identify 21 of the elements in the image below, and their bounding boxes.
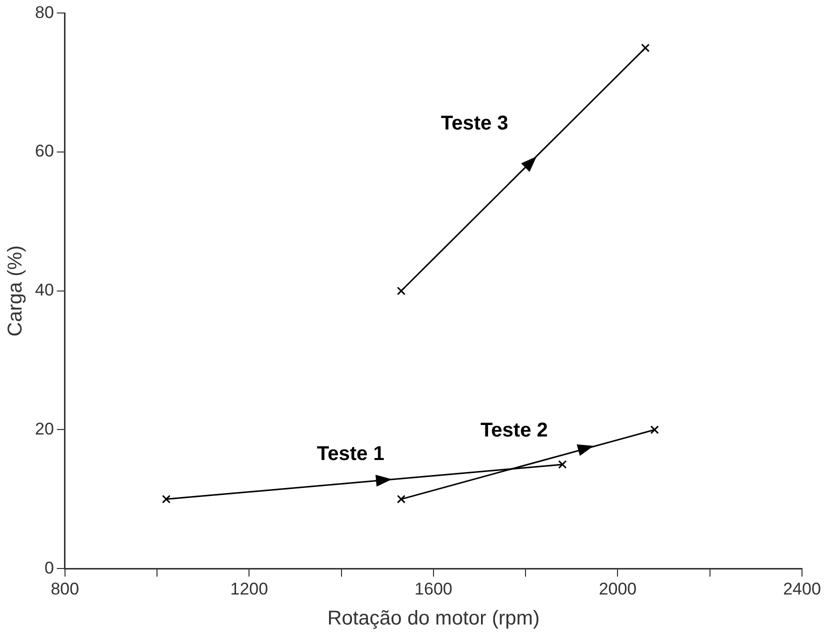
y-axis-title: Carga (%): [4, 245, 27, 336]
point: [558, 460, 567, 469]
y-tick-label: 80: [34, 2, 54, 22]
point: [650, 425, 659, 434]
x-axis-title: Rotação do motor (rpm): [327, 608, 540, 630]
x-tick-label: 1600: [414, 579, 452, 598]
point: [641, 44, 650, 52]
y-tick-label: 20: [34, 419, 54, 438]
series-label: Teste 1: [316, 442, 384, 465]
point: [396, 494, 406, 504]
series-label: Teste 2: [480, 419, 548, 442]
y-tick-label: 60: [34, 142, 54, 161]
y-tick-label: 0: [44, 558, 54, 578]
series-label: Teste 3: [440, 112, 508, 134]
point: [162, 494, 171, 504]
point: [396, 286, 406, 296]
x-tick-label: 1200: [230, 579, 268, 598]
x-tick-label: 800: [50, 579, 80, 598]
x-tick-label: 2400: [783, 579, 821, 598]
x-tick-label: 2000: [598, 579, 637, 598]
y-tick-label: 40: [34, 280, 54, 300]
